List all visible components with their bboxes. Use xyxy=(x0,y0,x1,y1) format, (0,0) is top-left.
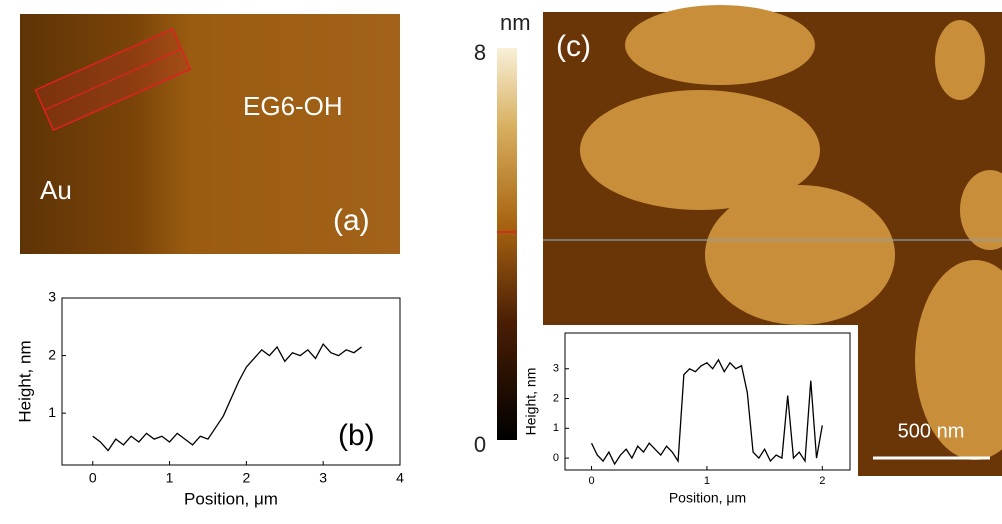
profile-box xyxy=(34,27,192,132)
afm-image-a xyxy=(20,14,400,254)
y-tick-label: 2 xyxy=(553,392,559,404)
x-tick-label: 1 xyxy=(166,470,174,486)
colorbar-max: 8 xyxy=(474,40,486,65)
panel-label: (a) xyxy=(333,204,370,237)
y-tick-label: 3 xyxy=(553,363,559,375)
x-tick-label: 3 xyxy=(319,470,327,486)
y-tick-label: 3 xyxy=(48,289,56,305)
y-axis-label: Height, nm xyxy=(15,340,34,422)
label-au: Au xyxy=(40,175,72,205)
y-tick-label: 1 xyxy=(553,422,559,434)
x-tick-label: 0 xyxy=(588,475,594,487)
x-axis-label: Position, μm xyxy=(184,489,278,508)
colorbar-min: 0 xyxy=(474,432,486,457)
inset-background xyxy=(535,325,858,519)
x-tick-label: 0 xyxy=(89,470,97,486)
panel-label: (b) xyxy=(338,419,375,452)
x-tick-label: 2 xyxy=(819,475,825,487)
x-axis-label: Position, μm xyxy=(669,490,746,506)
scale-bar-label: 500 nm xyxy=(898,420,965,442)
y-tick-label: 0 xyxy=(553,452,559,464)
y-axis-label: Height, nm xyxy=(523,368,539,436)
colorbar xyxy=(497,48,517,440)
plot-frame xyxy=(564,332,851,471)
x-tick-label: 2 xyxy=(242,470,250,486)
islands xyxy=(580,5,1002,460)
x-tick-label: 1 xyxy=(704,475,710,487)
data-line xyxy=(590,358,823,466)
y-tick-label: 1 xyxy=(48,404,56,420)
label-eg6: EG6-OH xyxy=(243,91,343,121)
data-line xyxy=(92,342,362,452)
y-tick-label: 2 xyxy=(48,346,56,362)
panel-label: (c) xyxy=(556,30,591,63)
colorbar-unit: nm xyxy=(500,10,531,35)
x-tick-label: 4 xyxy=(396,470,404,486)
plot-frame xyxy=(61,297,401,466)
